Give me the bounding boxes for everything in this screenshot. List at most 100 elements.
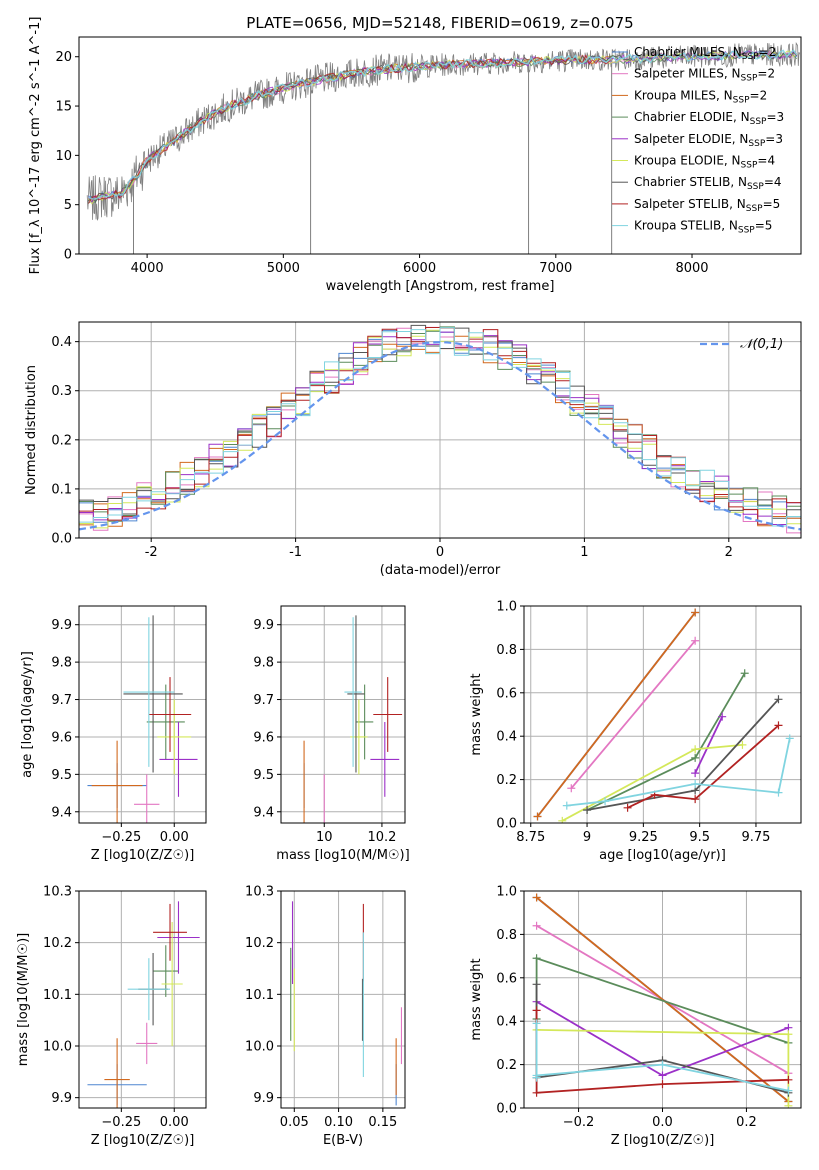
y-tick-label: 9.9: [253, 618, 274, 633]
x-tick-label: 0.2: [736, 1115, 757, 1130]
data-point-marker: [533, 812, 542, 821]
data-point-marker: [691, 769, 700, 778]
y-axis-label: Normed distribution: [24, 365, 39, 495]
legend-count: =3: [766, 110, 784, 124]
x-axis-label: age [log10(age/yr)]: [599, 848, 726, 863]
data-point-marker: [785, 734, 794, 743]
x-tick-label: 4000: [131, 261, 164, 276]
y-tick-label: 0.6: [496, 686, 517, 701]
plot-frame: [523, 605, 802, 824]
y-tick-label: 9.7: [51, 693, 72, 708]
data-point-marker: [738, 740, 747, 749]
legend-entry: Salpeter ELODIE, NSSP=3: [634, 132, 783, 149]
histograms: [79, 324, 801, 538]
y-tick-label: 0.4: [496, 1015, 517, 1030]
legend-count: =4: [757, 154, 775, 168]
mass-weight-line: [627, 724, 780, 809]
error-bars: [303, 615, 403, 823]
legend-subscript: SSP: [750, 117, 767, 127]
data-point-marker: [558, 816, 567, 823]
legend-count: =3: [765, 132, 783, 146]
data-point-marker: [718, 712, 727, 721]
data-point-marker: [562, 801, 571, 810]
x-axis-label: E(B-V): [323, 1133, 363, 1148]
legend-count: =5: [755, 219, 773, 233]
y-tick-label: 9.9: [51, 618, 72, 633]
legend-entry: Chabrier ELODIE, NSSP=3: [634, 110, 784, 127]
spectrum-lines: [86, 42, 800, 254]
y-tick-label: 0.6: [496, 971, 517, 986]
y-tick-label: 0.0: [496, 817, 517, 832]
x-tick-label: 10.2: [367, 830, 396, 845]
plot-frame: [523, 890, 802, 1109]
model-fit-line: [88, 49, 798, 200]
x-axis-label: Z [log10(Z/Z☉)]: [611, 1133, 715, 1148]
data-point-marker: [691, 795, 700, 804]
data-point-marker: [532, 1088, 541, 1097]
y-axis-label: mass weight: [469, 673, 484, 755]
y-tick-label: 0.0: [51, 532, 72, 547]
x-tick-label: 9.25: [629, 830, 658, 845]
residual-histogram: [79, 327, 801, 538]
y-tick-label: 1.0: [496, 600, 517, 615]
y-tick-label: 0.2: [496, 1058, 517, 1073]
data-point-marker: [784, 1101, 793, 1108]
x-tick-label: 0.10: [324, 1115, 353, 1130]
legend-subscript: SSP: [741, 74, 758, 84]
y-tick-label: 0.8: [496, 928, 517, 943]
age-vs-metallicity-plot: −0.25 0.00 9.4 9.5 9.6 9.7 9.8 9.9 Z [log10(Z/Z☉…: [20, 605, 207, 863]
data-point-marker: [691, 608, 700, 617]
legend-count: =2: [750, 88, 768, 102]
x-tick-label: -1: [289, 545, 302, 560]
x-tick-label: 7000: [539, 261, 572, 276]
mass-weight-line: [694, 716, 724, 774]
legend-count: =2: [757, 67, 775, 81]
data-point-marker: [532, 1006, 541, 1015]
plot-frame: [280, 890, 406, 1109]
figure-title: PLATE=0656, MJD=52148, FIBERID=0619, z=0…: [246, 14, 633, 32]
y-tick-label: 9.4: [253, 805, 274, 820]
y-tick-label: 9.8: [51, 656, 72, 671]
y-tick-label: 0.4: [51, 335, 72, 350]
data-point-marker: [532, 954, 541, 963]
mass-weight-vs-age-plot: 8.75 9 9.25 9.5 9.75 0.0 0.2 0.4 0.6 0.8 1.0 age [l…: [469, 600, 802, 863]
age-vs-mass-plot: 10 10.2 9.4 9.5 9.6 9.7 9.8 9.9 mass [log10(M/M☉…: [253, 605, 410, 863]
x-tick-label: 0.05: [280, 1115, 309, 1130]
data-point-marker: [774, 721, 783, 730]
x-axis-label: Z [log10(Z/Z☉)]: [91, 848, 195, 863]
data-point-marker: [532, 1071, 541, 1080]
legend-subscript: SSP: [747, 182, 764, 192]
mass-vs-ebv-plot: 0.05 0.10 0.15 9.9 10.0 10.1 10.2 10.3 E(B-V): [245, 885, 406, 1148]
x-tick-label: 5000: [267, 261, 300, 276]
y-tick-label: 0.4: [496, 730, 517, 745]
y-tick-label: 10.1: [43, 988, 72, 1003]
x-tick-label: 9.75: [741, 830, 770, 845]
data-point-marker: [658, 1060, 667, 1069]
y-tick-label: 5: [64, 198, 72, 213]
y-tick-label: 0.0: [496, 1102, 517, 1117]
y-tick-label: 10.0: [245, 1040, 274, 1055]
y-tick-label: 9.7: [253, 693, 274, 708]
y-tick-label: 10.2: [245, 936, 274, 951]
y-tick-label: 10.0: [43, 1040, 72, 1055]
x-tick-label: -2: [145, 545, 158, 560]
residual-histogram-plot: -2 -1 0 1 2 0.0 0.1 0.2 0.3 0.4 (data-model)/error…: [24, 321, 802, 578]
y-tick-label: 0.2: [496, 773, 517, 788]
x-tick-label: 9.5: [689, 830, 710, 845]
mass-weight-line: [536, 896, 789, 1103]
y-tick-label: 9.9: [253, 1091, 274, 1106]
legend-entry: Salpeter MILES, NSSP=2: [634, 67, 775, 84]
mass-weight-lines: [532, 893, 793, 1108]
data-point-marker: [532, 1019, 541, 1028]
x-tick-label: −0.2: [563, 1115, 595, 1130]
data-point-marker: [784, 1086, 793, 1095]
legend-subscript: SSP: [748, 139, 765, 149]
x-tick-label: −0.25: [101, 830, 141, 845]
plot-frame: [78, 605, 207, 824]
legend-count: =2: [759, 45, 777, 59]
y-tick-label: 9.8: [253, 656, 274, 671]
y-tick-label: 10.3: [43, 885, 72, 900]
mass-weight-line: [536, 611, 696, 818]
legend-count: =5: [763, 197, 781, 211]
y-axis-label: mass weight: [469, 958, 484, 1040]
